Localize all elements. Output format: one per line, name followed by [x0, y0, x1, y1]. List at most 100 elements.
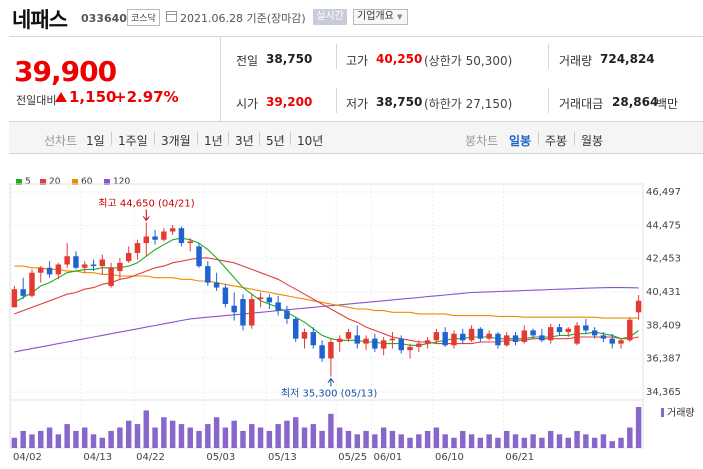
- volume-bar: [609, 441, 615, 448]
- tab-1year[interactable]: 1년: [204, 134, 223, 148]
- candle-body: [530, 330, 536, 336]
- volume-bar: [222, 427, 229, 448]
- tab-5year[interactable]: 5년: [266, 134, 285, 148]
- divider: [220, 36, 221, 122]
- realtime-button[interactable]: 실시간: [313, 9, 347, 25]
- candle-body: [389, 338, 396, 341]
- volume-bar: [477, 437, 484, 448]
- current-price: 39,900: [14, 55, 117, 88]
- chart-grid: [9, 183, 644, 449]
- tab-daily[interactable]: 일봉: [509, 134, 532, 148]
- volume-bar: [82, 427, 88, 448]
- x-tick-label: 04/22: [136, 452, 165, 463]
- candle-body: [424, 340, 431, 344]
- candle-body: [257, 297, 264, 300]
- divider: [290, 132, 291, 145]
- candle-body: [495, 333, 501, 346]
- volume-bar: [187, 427, 193, 448]
- candle-body: [547, 327, 554, 341]
- volume-bar: [231, 420, 237, 448]
- legend-ma60: 60: [81, 177, 93, 187]
- volume-bar: [556, 434, 563, 448]
- prev-close-value: 38,750: [266, 52, 313, 66]
- legend-ma20: 20: [49, 177, 61, 187]
- line-chart-label: 선차트: [44, 134, 78, 148]
- volume-bar: [372, 434, 378, 448]
- change-value: 1,150: [69, 88, 117, 106]
- volume-bar: [574, 430, 580, 448]
- divider: [111, 132, 112, 145]
- candle-body: [46, 267, 53, 275]
- volume-bar: [205, 424, 211, 448]
- volume-bar: [442, 434, 448, 448]
- volume-bar: [398, 434, 404, 448]
- volume-bar: [196, 430, 202, 448]
- volume-bar: [169, 420, 176, 448]
- volume-bar: [301, 427, 308, 448]
- candle-body: [565, 328, 571, 333]
- y-tick-label: 36,387: [646, 354, 681, 365]
- volume-bar: [143, 410, 149, 448]
- stock-chart[interactable]: 46,497 44,475 42,453 40,431 38,409 36,387 34,3…: [0, 160, 703, 469]
- volume-bar: [134, 424, 141, 448]
- volume-bar: [249, 424, 255, 448]
- candle-body: [143, 236, 149, 244]
- volume-bar: [64, 424, 70, 448]
- volume-bar: [504, 430, 510, 448]
- candle-body: [380, 340, 387, 349]
- candle-body: [55, 264, 62, 275]
- up-arrow-icon: [55, 92, 67, 102]
- candle-body: [512, 335, 519, 342]
- divider: [574, 132, 575, 145]
- amount-unit: 백만: [656, 97, 679, 111]
- candle-body: [169, 228, 176, 232]
- legend-ma20-swatch: [40, 179, 46, 185]
- tab-1day[interactable]: 1일: [86, 134, 105, 148]
- x-tick-label: 05/13: [268, 452, 297, 463]
- volume-bar: [11, 437, 18, 448]
- candle-body: [11, 289, 18, 308]
- tab-1week[interactable]: 1주일: [118, 134, 148, 148]
- x-tick-label: 04/02: [13, 452, 42, 463]
- tab-monthly[interactable]: 월봉: [581, 134, 604, 148]
- lower-limit: (하한가 27,150): [424, 97, 513, 111]
- candle-body: [477, 328, 484, 339]
- candles: [11, 222, 642, 377]
- candle-body: [635, 300, 642, 313]
- volume-bar: [20, 430, 26, 448]
- candle-body: [609, 338, 615, 344]
- volume-bar: [354, 434, 360, 448]
- volume-bar: [125, 420, 132, 448]
- candle-body: [328, 341, 334, 359]
- candle-chart-label: 봉차트: [465, 134, 499, 148]
- volume-bar: [108, 430, 114, 448]
- company-info-dropdown[interactable]: 기업개요 ▼: [353, 9, 408, 25]
- y-tick-label: 46,497: [646, 187, 681, 198]
- volume-bar: [627, 427, 633, 448]
- candle-body: [486, 333, 492, 339]
- change-label: 전일대비: [16, 94, 57, 107]
- tab-3year[interactable]: 3년: [235, 134, 254, 148]
- volume-bar: [284, 420, 290, 448]
- high-arrowhead: [142, 216, 150, 222]
- tab-10year[interactable]: 10년: [297, 134, 324, 148]
- candle-body: [319, 345, 325, 359]
- tab-weekly[interactable]: 주봉: [545, 134, 568, 148]
- candle-body: [73, 256, 79, 268]
- divider: [336, 44, 337, 69]
- volume-bar: [257, 427, 264, 448]
- tab-3month[interactable]: 3개월: [161, 134, 191, 148]
- prev-close-label: 전일: [236, 54, 259, 68]
- volume-bar: [178, 424, 185, 448]
- candle-body: [574, 325, 580, 344]
- candle-body: [521, 330, 528, 342]
- volume-bar: [618, 437, 624, 448]
- volume-bar: [407, 437, 413, 448]
- volume-bar: [345, 430, 352, 448]
- volume-bar: [240, 430, 246, 448]
- volume-bar: [310, 424, 317, 448]
- y-tick-label: 40,431: [646, 287, 681, 298]
- volume-bar: [416, 434, 422, 448]
- candle-body: [468, 328, 475, 341]
- volume-bar: [539, 437, 545, 448]
